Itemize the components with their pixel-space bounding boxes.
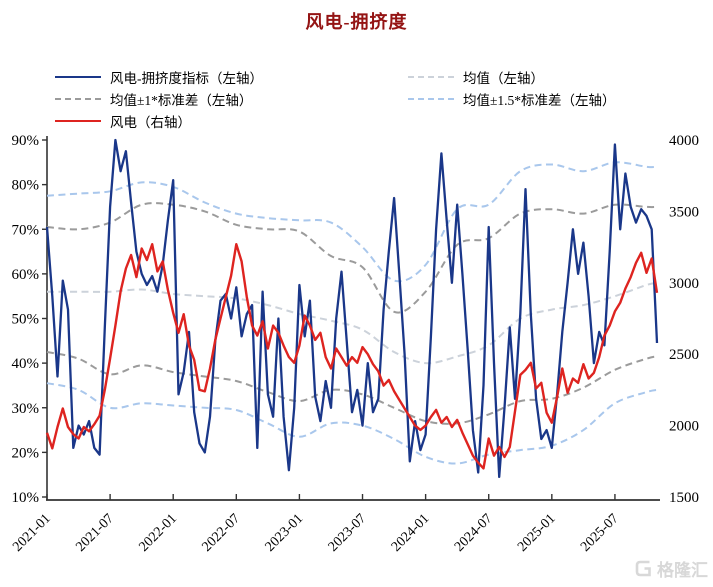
legend-item-std15: 均值±1.5*标准差（左轴） xyxy=(408,88,616,110)
y-axis-label-left: 70% xyxy=(12,222,40,238)
legend-line-sample-mean xyxy=(408,70,454,84)
y-axis-label-right: 3500 xyxy=(669,204,699,220)
x-axis-label: 2025-01 xyxy=(515,511,559,555)
y-axis-label-right: 1500 xyxy=(669,490,699,506)
legend-label-std15: 均值±1.5*标准差（左轴） xyxy=(463,93,616,108)
y-axis-label-left: 10% xyxy=(12,490,40,506)
x-axis-label: 2023-07 xyxy=(326,511,370,555)
legend: 风电-拥挤度指标（左轴） 均值±1*标准差（左轴） 风电（右轴） 均值（左轴） … xyxy=(0,66,713,136)
legend-line-sample-wind xyxy=(55,114,101,128)
series-std15-upper-line xyxy=(46,161,658,283)
legend-item-wind: 风电（右轴） xyxy=(55,110,263,132)
legend-item-std1: 均值±1*标准差（左轴） xyxy=(55,88,263,110)
legend-line-sample-crowding xyxy=(55,70,101,84)
y-axis-label-left: 30% xyxy=(12,401,40,417)
x-axis-label: 2024-01 xyxy=(389,511,433,555)
y-axis-label-left: 40% xyxy=(12,356,40,372)
x-axis-label: 2024-07 xyxy=(452,511,496,555)
legend-item-mean: 均值（左轴） xyxy=(408,66,616,88)
y-axis-label-left: 80% xyxy=(12,178,40,194)
legend-column-left: 风电-拥挤度指标（左轴） 均值±1*标准差（左轴） 风电（右轴） xyxy=(55,66,263,132)
legend-line-sample-std15 xyxy=(408,92,454,106)
series-std1-lower-line xyxy=(46,351,658,425)
y-axis-label-right: 3000 xyxy=(669,276,699,292)
x-axis-label: 2025-07 xyxy=(578,511,622,555)
legend-label-wind: 风电（右轴） xyxy=(110,115,191,130)
series-crowding-line xyxy=(45,138,659,479)
y-axis-label-left: 20% xyxy=(12,445,40,461)
x-axis-label: 2022-07 xyxy=(200,511,244,555)
series-std1-upper-line xyxy=(46,202,658,314)
gelonghui-logo-icon xyxy=(635,560,651,577)
legend-line-sample-std1 xyxy=(55,92,101,106)
legend-column-right: 均值（左轴） 均值±1.5*标准差（左轴） xyxy=(408,66,616,110)
x-axis-label: 2022-01 xyxy=(136,511,180,555)
y-axis-label-right: 2500 xyxy=(669,347,699,363)
series-std15-lower-line xyxy=(46,382,658,465)
x-axis-label: 2021-01 xyxy=(10,511,54,555)
legend-label-std1: 均值±1*标准差（左轴） xyxy=(110,93,253,108)
legend-item-crowding: 风电-拥挤度指标（左轴） xyxy=(55,66,263,88)
series-mean-line xyxy=(47,281,658,365)
y-axis-label-right: 2000 xyxy=(669,419,699,435)
watermark-text: 格隆汇 xyxy=(657,561,708,580)
legend-label-crowding: 风电-拥挤度指标（左轴） xyxy=(110,71,263,86)
series-wind-line xyxy=(45,243,659,470)
watermark: 格隆汇 xyxy=(634,556,708,581)
y-axis-label-left: 50% xyxy=(12,312,40,328)
y-axis-label-left: 60% xyxy=(12,267,40,283)
x-axis-label: 2021-07 xyxy=(73,511,117,555)
legend-label-mean: 均值（左轴） xyxy=(463,71,544,86)
x-axis-label: 2023-01 xyxy=(263,511,307,555)
chart-title: 风电-拥挤度 xyxy=(305,12,408,32)
